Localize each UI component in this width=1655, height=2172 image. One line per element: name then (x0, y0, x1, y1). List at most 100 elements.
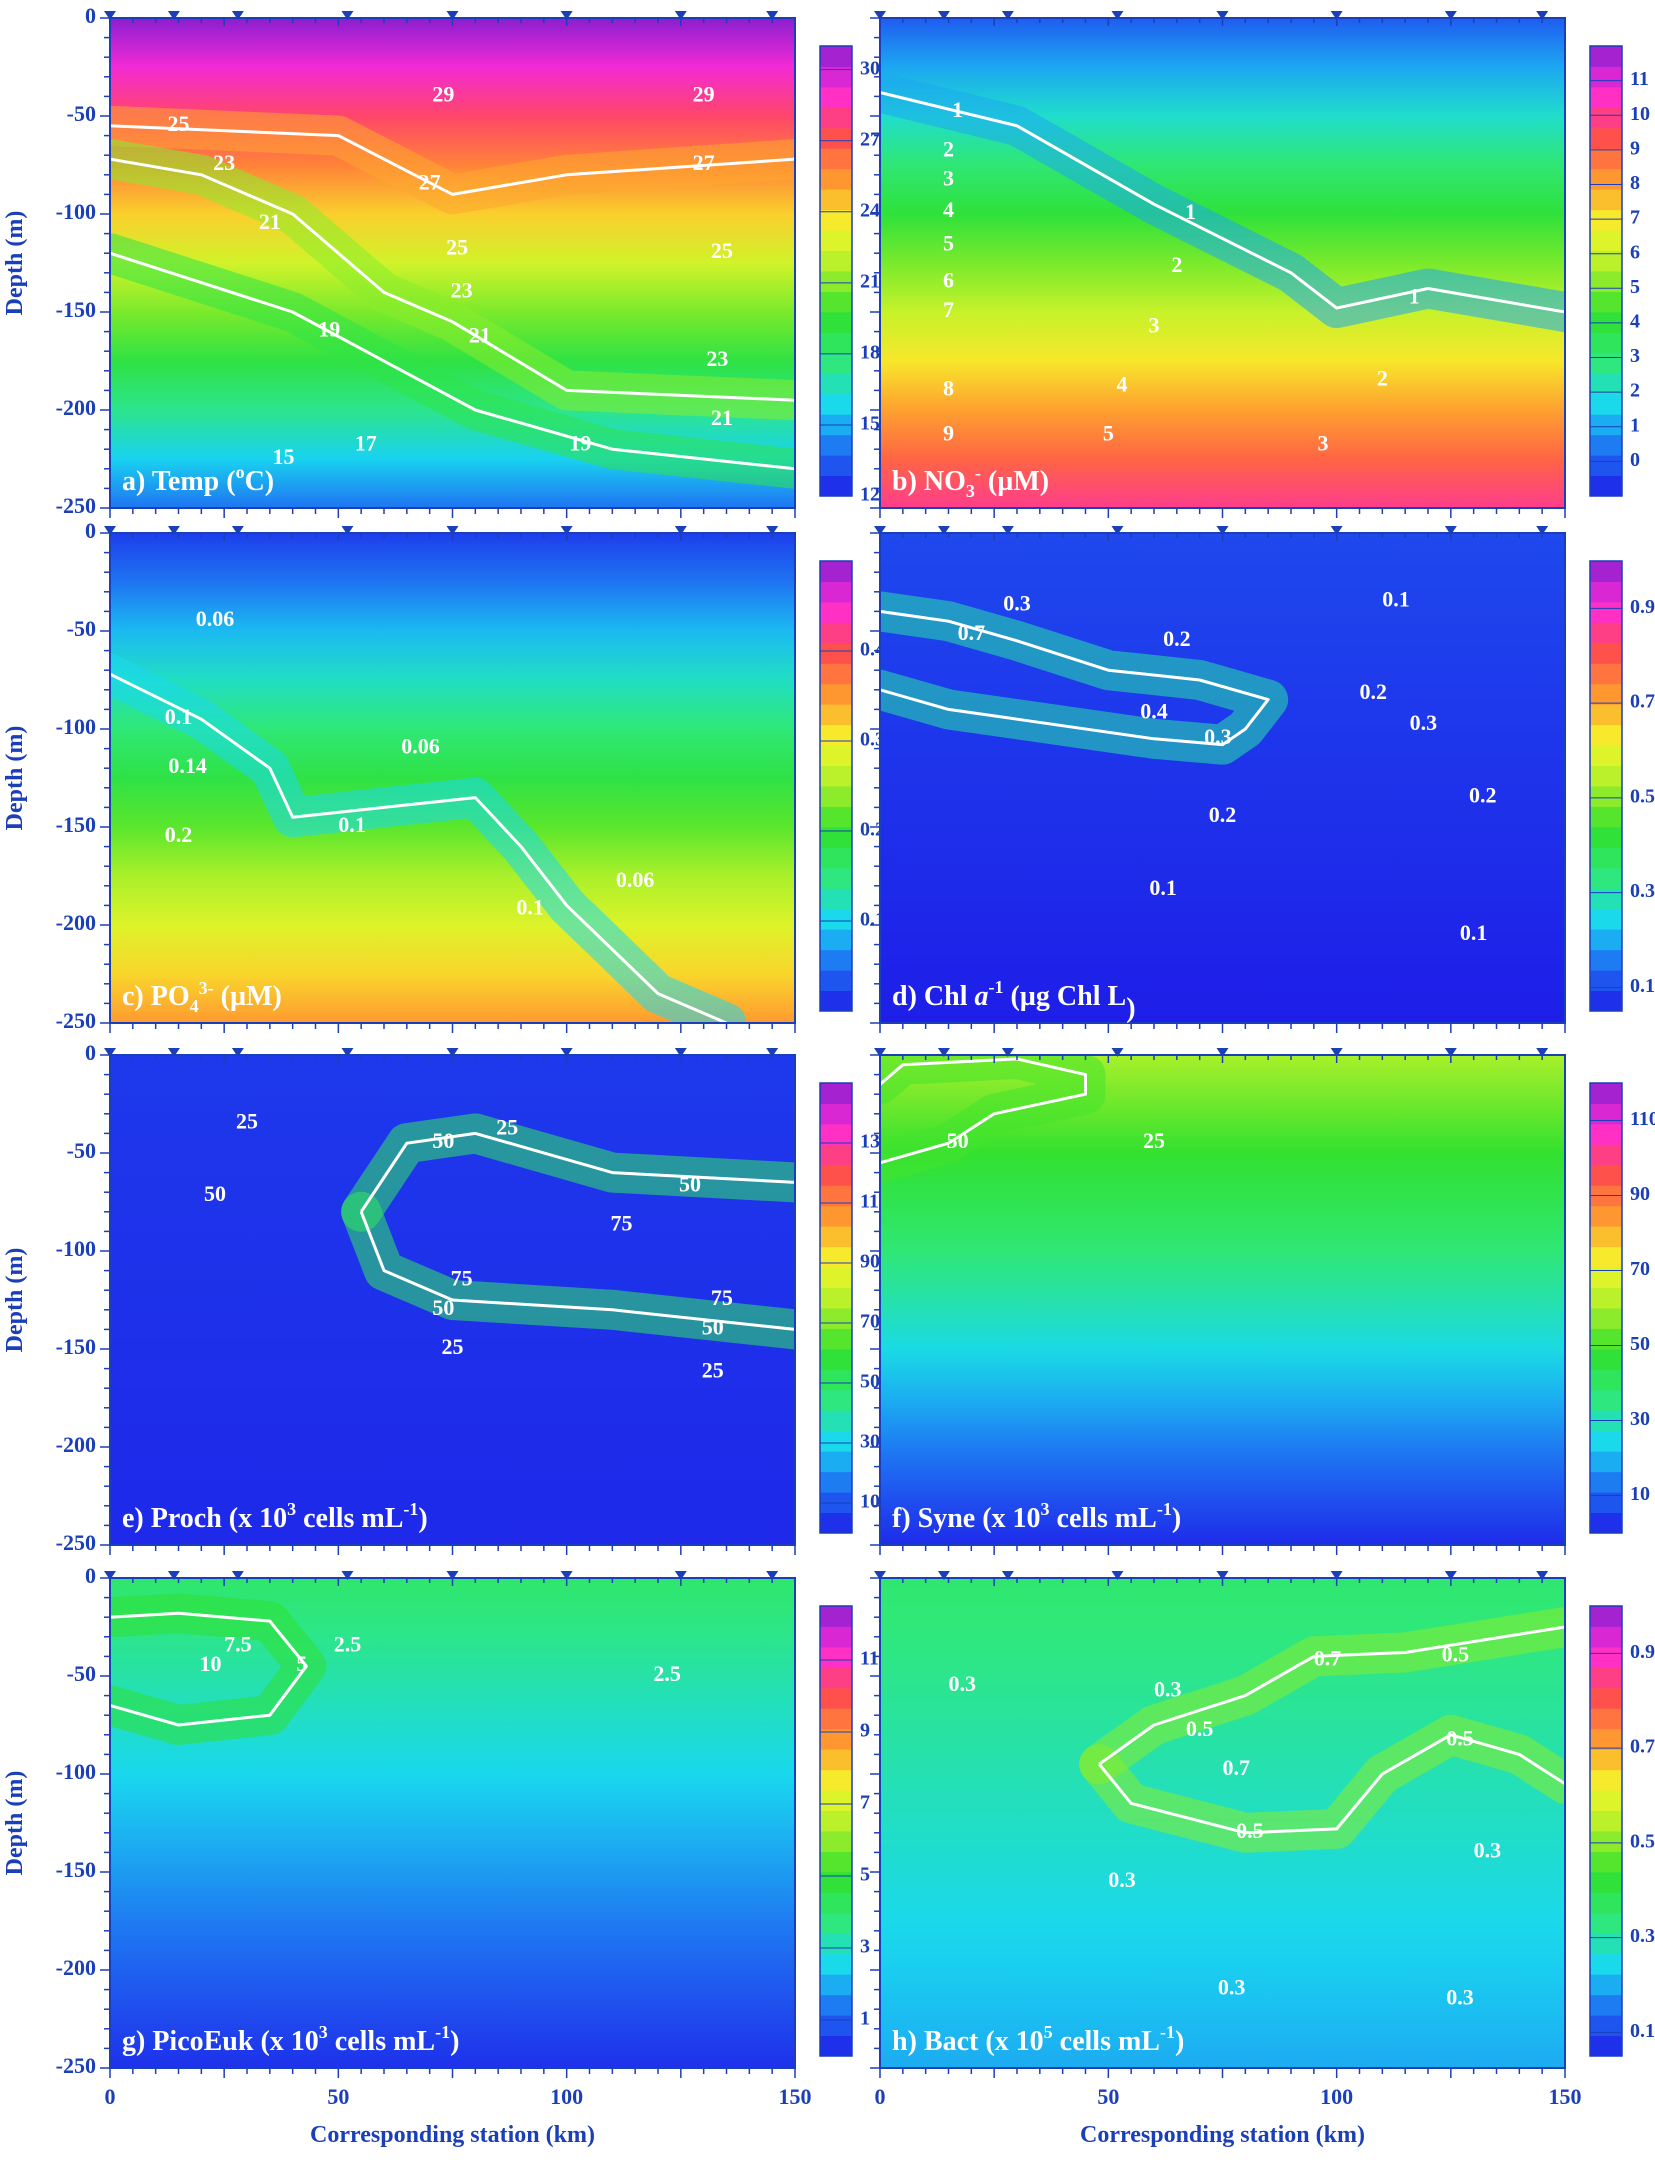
contour-label: 0.7 (958, 620, 986, 645)
contour-label: 29 (432, 81, 454, 106)
station-marker (341, 1048, 354, 1057)
station-marker (1444, 1571, 1457, 1580)
colorbar-label: 11 (860, 1648, 879, 1670)
colorbar-swatch (1590, 786, 1622, 807)
colorbar-label: 90 (860, 1251, 880, 1273)
colorbar-frame (1589, 45, 1623, 497)
colorbar-label: 0.3 (1630, 1925, 1655, 1947)
field-c: 0.06 0.1 0.14 0.2 0.06 0.1 0.06 0.1 (110, 533, 795, 1023)
colorbar-swatch (1590, 1308, 1622, 1329)
colorbar-swatch (820, 46, 852, 67)
contour-label: 0.1 (165, 704, 193, 729)
colorbar-swatch (820, 1369, 852, 1391)
field-f: 50 25 (880, 1055, 1565, 1545)
colorbar-swatch (820, 1831, 852, 1852)
y-tick-label: -50 (67, 1661, 96, 1686)
colorbar-frame (819, 1082, 853, 1534)
colorbar-swatch (1590, 1287, 1622, 1309)
colorbar-swatch (820, 1892, 852, 1914)
colorbar-label: 30 (860, 57, 880, 79)
colorbar-swatch (1590, 414, 1622, 436)
panel-title: h) Bact (x 105 cells mL-1) (892, 2022, 1184, 2057)
contour-label: 0.5 (1186, 1716, 1214, 1741)
colorbar-f: 10 30 50 70 90 110 (1589, 1082, 1655, 1534)
contour-label: 5 (296, 1651, 307, 1676)
colorbar-swatch (820, 1871, 852, 1893)
colorbar-swatch (820, 888, 852, 910)
colorbar-swatch (820, 561, 852, 582)
colorbar-swatch (820, 86, 852, 108)
station-marker (1216, 1048, 1229, 1057)
colorbar-swatch (820, 1451, 852, 1473)
station-marker (104, 526, 116, 535)
colorbar-swatch (820, 230, 852, 252)
station-marker (1444, 526, 1457, 535)
contour-label: 8 (943, 375, 954, 400)
x-tick-label: 150 (779, 2084, 812, 2109)
colorbar-swatch (1590, 1471, 1622, 1493)
x-tick-label: 0 (875, 2084, 886, 2109)
colorbar-swatch (1590, 1831, 1622, 1852)
contour-label: 0.7 (1222, 1755, 1250, 1780)
x-tick-label: 100 (550, 2084, 583, 2109)
contour-label: 0.5 (1446, 1726, 1474, 1751)
colorbar-swatch (820, 1953, 852, 1975)
station-marker (1001, 1571, 1014, 1580)
colorbar-swatch (1590, 642, 1622, 664)
colorbar-swatch (820, 373, 852, 395)
y-tick-label: -200 (56, 1955, 96, 1980)
colorbar-h: 0.1 0.3 0.5 0.7 0.9 (1589, 1605, 1655, 2057)
colorbar-swatch (820, 1790, 852, 1812)
colorbar-label: 0.9 (1630, 1641, 1655, 1663)
station-marker (560, 1048, 573, 1057)
colorbar-swatch (820, 1308, 852, 1329)
colorbar-label: 0.4 (860, 639, 885, 661)
station-marker (1330, 11, 1343, 20)
station-marker (167, 1571, 180, 1580)
contour-label: 0.3 (948, 1671, 976, 1696)
y-tick-label: -50 (67, 616, 96, 641)
colorbar-swatch (820, 209, 852, 231)
contour-label: 0.3 (1108, 1867, 1136, 1892)
contour-label: 2 (943, 136, 954, 161)
y-tick-label: -250 (56, 2053, 96, 2078)
x-tick-label: 0 (105, 2084, 116, 2109)
colorbar-swatch (820, 1267, 852, 1289)
contour-label: 5 (943, 230, 954, 255)
station-marker (674, 526, 687, 535)
colorbar-label: 0 (1630, 449, 1640, 471)
colorbar-swatch (1590, 622, 1622, 644)
contour-label: 17 (355, 430, 377, 455)
colorbar-swatch (820, 1123, 852, 1145)
colorbar-swatch (820, 1728, 852, 1750)
colorbar-swatch (1590, 561, 1622, 582)
panel-h: 0.3 0.30.50.7 0.50.50.70.50.30.30.3 0.30 50 1… (870, 1571, 1655, 2148)
panel-f: 50 25 f) Syne (x 103 cells mL-1) 10 30 50 70 90… (870, 1048, 1655, 1555)
colorbar-swatch (820, 970, 852, 992)
colorbar-label: 0.5 (1630, 785, 1655, 807)
colorbar-label: 110 (1630, 1108, 1655, 1130)
station-marker (674, 1048, 687, 1057)
colorbar-label: 5 (1630, 276, 1640, 298)
colorbar-swatch (1590, 148, 1622, 170)
colorbar-swatch (820, 1626, 852, 1648)
colorbar-label: 15 (860, 413, 880, 435)
colorbar-swatch (820, 1144, 852, 1166)
colorbar-swatch (1590, 1974, 1622, 1996)
y-tick-label: 0 (85, 518, 96, 543)
contour-line (880, 91, 1565, 314)
station-marker (1536, 11, 1549, 20)
colorbar-swatch (820, 867, 852, 889)
x-axis-title: Corresponding station (km) (310, 2122, 595, 2148)
contour-label: 23 (451, 277, 473, 302)
colorbar-swatch (820, 1933, 852, 1955)
colorbar-swatch (820, 1164, 852, 1186)
colorbar-frame (1589, 1082, 1623, 1534)
colorbar-label: 0.1 (1630, 2020, 1655, 2042)
contour-label: 0.1 (338, 812, 366, 837)
colorbar-swatch (1590, 1667, 1622, 1689)
contour-label: 25 (711, 238, 733, 263)
